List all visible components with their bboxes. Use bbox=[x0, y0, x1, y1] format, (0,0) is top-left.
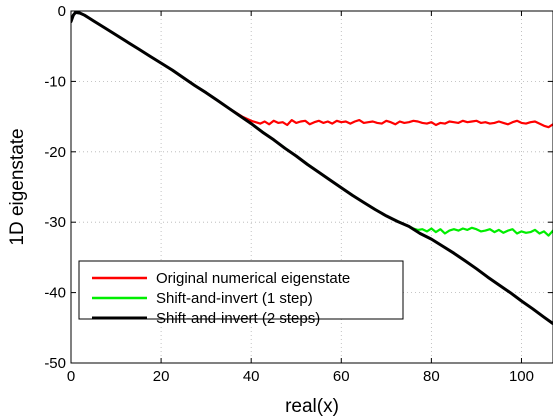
legend-box bbox=[78, 260, 404, 320]
x-tick-label: 0 bbox=[67, 368, 75, 385]
x-tick-label: 20 bbox=[153, 368, 170, 385]
series-line-3 bbox=[71, 11, 553, 326]
y-tick-label: -10 bbox=[44, 73, 66, 90]
legend: Original numerical eigenstate Shift-and-i… bbox=[78, 260, 404, 327]
y-axis-label: 1D eigenstate bbox=[7, 128, 28, 245]
series-lines bbox=[71, 11, 553, 326]
x-tick-label: 80 bbox=[423, 368, 440, 385]
y-tick-label: 0 bbox=[58, 3, 66, 20]
series-line-1 bbox=[71, 11, 553, 129]
x-tick-label: 100 bbox=[509, 368, 534, 385]
y-tick-label: -50 bbox=[44, 355, 66, 372]
legend-label-2: Shift-and-invert (1 step) bbox=[156, 290, 313, 307]
y-tick-label: -30 bbox=[44, 214, 66, 231]
legend-label-3: Shift-and-invert (2 steps) bbox=[156, 310, 320, 327]
legend-label-1: Original numerical eigenstate bbox=[156, 270, 350, 287]
axis-ticks: 0 20 40 60 80 100 -50 -40 -30 -20 -10 0 bbox=[44, 3, 553, 385]
x-tick-label: 40 bbox=[243, 368, 260, 385]
x-tick-label: 60 bbox=[333, 368, 350, 385]
y-tick-label: -40 bbox=[44, 285, 66, 302]
y-tick-label: -20 bbox=[44, 144, 66, 161]
plot-frame bbox=[70, 10, 553, 364]
x-axis-label: real(x) bbox=[285, 396, 339, 417]
